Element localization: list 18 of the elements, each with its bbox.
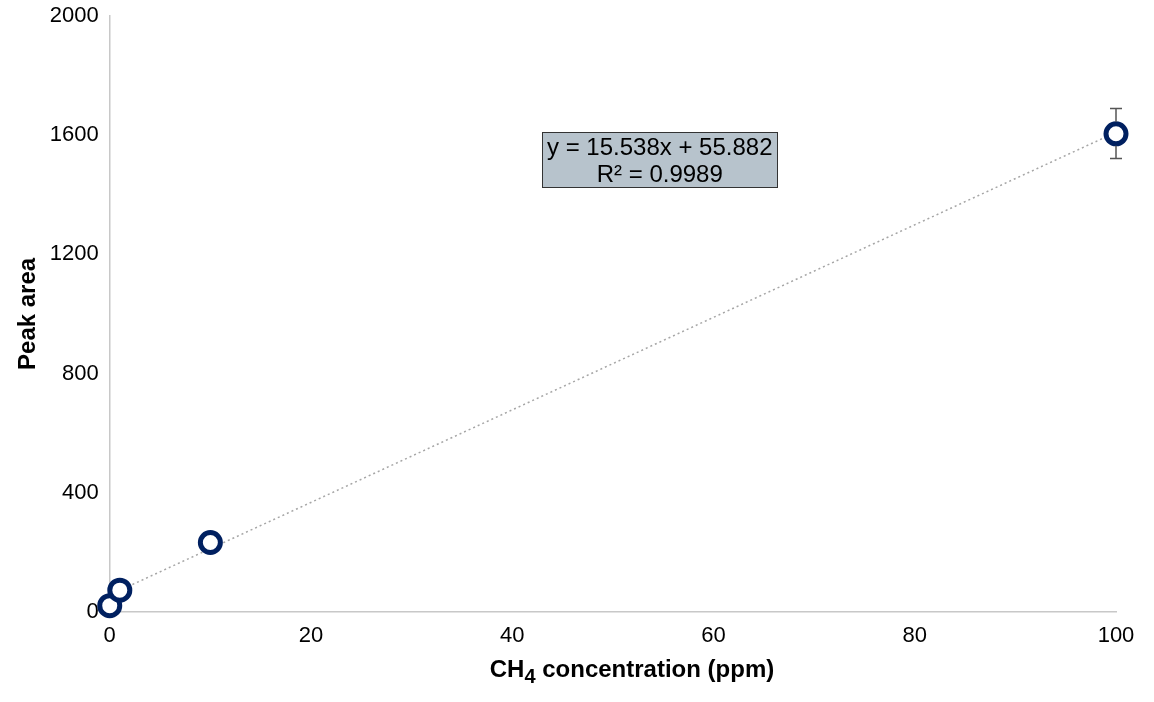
x-tick-label: 40 — [500, 621, 525, 647]
point — [197, 530, 223, 556]
annotation: y = 15.538x + 55.882 R² = 0.9989 — [542, 132, 778, 188]
x-tick-label: 60 — [701, 621, 726, 647]
x-axis-title: CH$_{4}$ concentration (ppm) — [488, 655, 776, 688]
y-tick-label: 2000 — [49, 2, 99, 28]
y-axis-title: Peak area — [13, 257, 41, 370]
x-tick-label: 0 — [103, 621, 116, 647]
x-tick-label: 80 — [902, 621, 927, 647]
y-tick-label: 1600 — [49, 121, 99, 147]
point — [1103, 121, 1129, 147]
y-tick-label: 0 — [86, 597, 99, 623]
y-tick-label: 400 — [62, 478, 99, 504]
y-tick-label: 1200 — [49, 240, 99, 266]
x-tick-label: 100 — [1097, 621, 1135, 647]
y-tick-label: 800 — [62, 359, 99, 385]
x-tick-label: 20 — [298, 621, 324, 647]
point — [107, 577, 133, 603]
